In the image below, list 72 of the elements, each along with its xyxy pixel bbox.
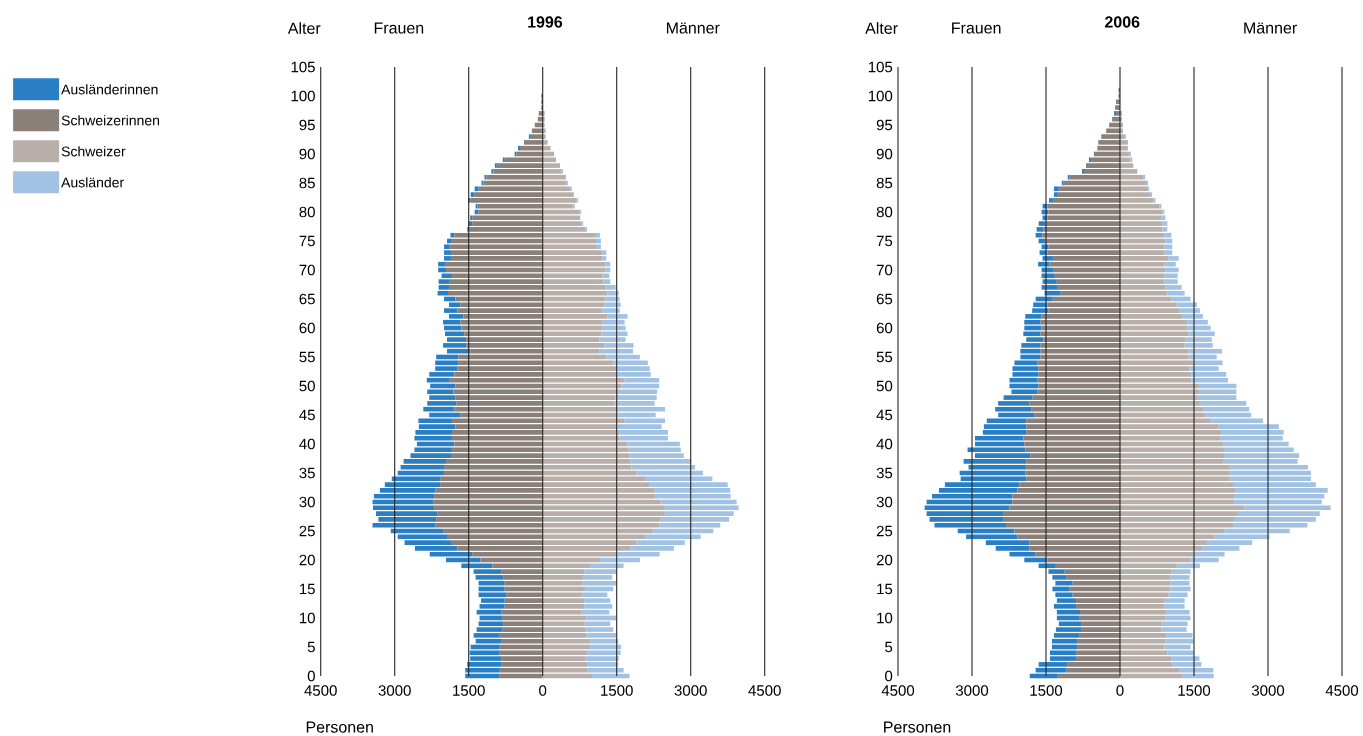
y-tick-label: 15 [877, 583, 893, 595]
x-tick-label: 4500 [1325, 685, 1359, 696]
y-tick-label: 100 [291, 90, 315, 102]
x-tick-label: 0 [539, 685, 547, 696]
legend-label: Ausländer [61, 177, 124, 188]
x-tick-label: 1500 [453, 685, 485, 696]
text: Männer [1244, 22, 1297, 34]
y-tick-label: 35 [876, 467, 893, 479]
text: Männer [666, 22, 720, 34]
x-tick-label: 3000 [674, 685, 707, 696]
x-tick-label: 4500 [304, 685, 337, 696]
y-tick-label: 105 [868, 61, 893, 73]
y-tick-label: 95 [299, 119, 315, 131]
y-axis-title: Alter [865, 22, 898, 34]
y-tick-label: 45 [876, 409, 893, 421]
chart-title: 1996 [528, 16, 563, 28]
x-tick-label: 3000 [955, 685, 989, 696]
x-tick-label: 3000 [378, 685, 411, 696]
x-axis-title: Personen [306, 721, 373, 733]
y-tick-label: 50 [299, 380, 315, 392]
y-tick-label: 0 [885, 670, 893, 682]
y-tick-label: 75 [299, 235, 315, 247]
y-tick-label: 40 [299, 438, 315, 450]
x-tick-label: 1500 [1030, 685, 1063, 696]
text: Frauen [374, 22, 424, 34]
y-tick-label: 45 [299, 409, 315, 421]
y-tick-label: 30 [876, 496, 893, 508]
y-tick-label: 20 [876, 554, 893, 566]
y-tick-label: 10 [877, 612, 893, 624]
y-tick-label: 10 [299, 612, 315, 624]
x-tick-label: 4500 [881, 685, 915, 696]
legend-label: Ausländerinnen [61, 84, 158, 95]
y-tick-label: 65 [299, 293, 315, 305]
y-tick-label: 80 [876, 206, 893, 218]
y-tick-label: 50 [876, 380, 893, 392]
y-tick-label: 105 [291, 61, 315, 73]
y-tick-label: 100 [868, 90, 893, 102]
y-tick-label: 90 [299, 148, 315, 160]
y-tick-label: 15 [299, 583, 315, 595]
y-tick-label: 25 [876, 525, 893, 537]
y-tick-label: 90 [876, 148, 893, 160]
y-tick-label: 85 [876, 177, 893, 189]
legend-label: Schweizerinnen [61, 115, 160, 126]
chart-title: 2006 [1104, 16, 1140, 28]
x-tick-label: 1500 [1178, 685, 1211, 696]
y-tick-label: 30 [299, 496, 315, 508]
x-tick-label: 1500 [601, 685, 633, 696]
y-tick-label: 35 [299, 467, 315, 479]
y-tick-label: 5 [885, 641, 893, 653]
y-tick-label: 20 [299, 554, 315, 566]
y-tick-label: 70 [299, 264, 315, 276]
x-tick-label: 4500 [748, 685, 781, 696]
y-tick-label: 80 [299, 206, 315, 218]
y-tick-label: 65 [876, 293, 893, 305]
y-tick-label: 0 [307, 670, 315, 682]
y-tick-label: 95 [876, 119, 893, 131]
y-tick-label: 85 [299, 177, 315, 189]
text: Frauen [952, 22, 1001, 34]
y-tick-label: 55 [299, 351, 315, 363]
x-tick-label: 3000 [1251, 685, 1285, 696]
y-tick-label: 70 [876, 264, 893, 276]
y-tick-label: 40 [876, 438, 893, 450]
y-tick-label: 5 [307, 641, 315, 653]
y-tick-label: 60 [299, 322, 315, 334]
y-tick-label: 60 [876, 322, 893, 334]
y-tick-label: 25 [299, 525, 315, 537]
y-axis-title: Alter [287, 22, 321, 34]
x-tick-label: 0 [1116, 685, 1124, 696]
y-tick-label: 75 [876, 235, 893, 247]
legend-label: Schweizer [61, 146, 126, 157]
x-axis-title: Personen [884, 721, 951, 733]
y-tick-label: 55 [876, 351, 893, 363]
